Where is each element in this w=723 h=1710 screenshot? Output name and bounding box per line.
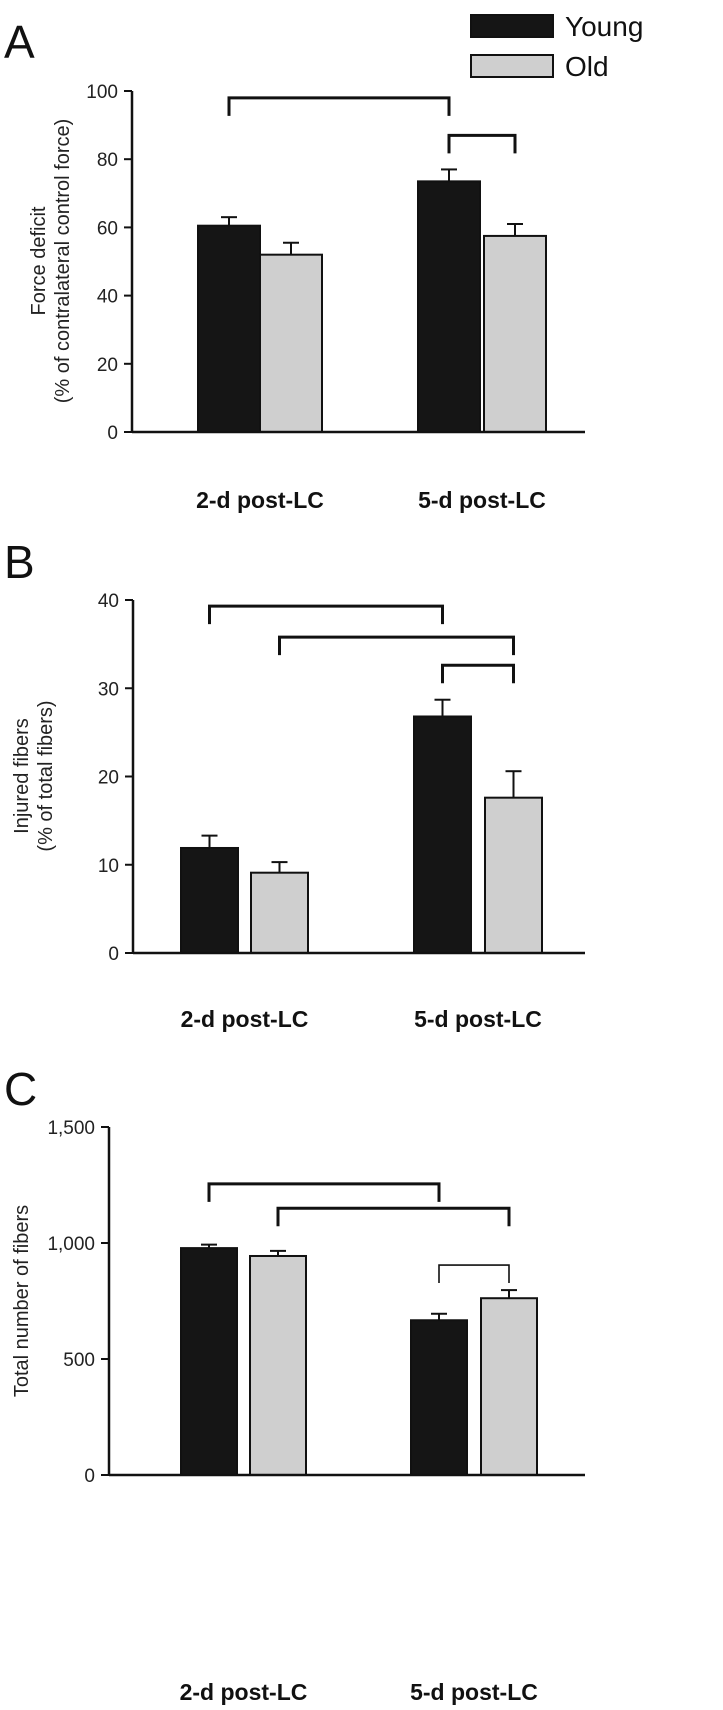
y-tick-label: 60: [97, 218, 118, 239]
legend-label-old: Old: [565, 51, 609, 82]
bar-old-2d: [249, 1254, 307, 1476]
legend-label-young: Young: [565, 11, 643, 42]
panel-b: B Injured fibers (% of total fibers) 0 10…: [4, 536, 585, 1032]
bar-young-2d: [180, 846, 239, 954]
bar-old-5d: [483, 234, 547, 433]
axes-a: [130, 91, 585, 434]
significance-bracket: [208, 604, 444, 625]
significance-bracket: [276, 1206, 511, 1227]
legend-swatch-old: [470, 54, 554, 78]
significance-bracket: [207, 1182, 441, 1202]
category-label-5d: 5-d post-LC: [410, 1679, 538, 1705]
y-axis-label-c: Total number of fibers: [11, 1205, 33, 1397]
bar-old-2d: [250, 871, 309, 955]
y-axis-ticks-a: 0 20 40 60 80 100: [86, 82, 132, 444]
bars-b: [180, 698, 543, 955]
y-axis-label-a: Force deficit (% of contralateral contro…: [28, 119, 74, 404]
panel-c: C Total number of fibers 05001,0001,500 …: [4, 1063, 585, 1705]
significance-bracket: [447, 133, 517, 154]
y-axis-label-line1: Force deficit: [28, 206, 50, 315]
y-axis-label-line2: (% of total fibers): [35, 700, 57, 851]
y-tick-label: 0: [107, 423, 118, 444]
bar-young-5d: [417, 180, 481, 433]
panel-letter-b: B: [4, 536, 35, 588]
y-tick-label: 100: [86, 82, 118, 103]
category-label-5d: 5-d post-LC: [414, 1006, 542, 1032]
bar-old-5d: [480, 1297, 538, 1476]
y-axis-ticks-b: 0 10 20 30 40: [98, 591, 133, 965]
significance-brackets-b: [208, 604, 515, 684]
category-labels-a: 2-d post-LC 5-d post-LC: [196, 487, 546, 513]
bar-old-5d: [484, 796, 543, 954]
panel-a: A Force deficit (% of contralateral cont…: [4, 16, 585, 513]
y-tick-label: 20: [98, 768, 119, 789]
significance-bracket: [441, 663, 515, 684]
bar-young-2d: [197, 224, 261, 433]
bar-young-5d: [413, 715, 472, 954]
bars-c: [180, 1243, 538, 1476]
significance-bracket: [278, 635, 515, 656]
legend-swatch-young: [470, 14, 554, 38]
y-axis-ticks-c: 0 500 1,000 1,500: [47, 1118, 109, 1487]
y-axis-label-line2: (% of contralateral control force): [52, 119, 74, 404]
axes-b: [131, 600, 585, 955]
category-label-2d: 2-d post-LC: [180, 1679, 308, 1705]
category-labels-b: 2-d post-LC 5-d post-LC: [181, 1006, 542, 1032]
y-tick-label: 1,000: [47, 1234, 95, 1255]
category-label-2d: 2-d post-LC: [181, 1006, 309, 1032]
panel-letter-a: A: [4, 16, 35, 68]
y-axis-label-line1: Injured fibers: [11, 718, 33, 834]
y-tick-label: 0: [84, 1466, 95, 1487]
category-label-5d: 5-d post-LC: [418, 487, 546, 513]
significance-brackets-c: [207, 1182, 511, 1284]
category-label-2d: 2-d post-LC: [196, 487, 324, 513]
y-tick-label: 10: [98, 856, 119, 877]
y-tick-label: 40: [98, 591, 119, 612]
bar-old-2d: [259, 253, 323, 433]
y-tick-label: 500: [63, 1350, 95, 1371]
legend: Young Old: [470, 11, 643, 82]
y-tick-label: 40: [97, 287, 118, 308]
y-tick-label: 0: [108, 944, 119, 965]
y-axis-label-b: Injured fibers (% of total fibers): [11, 700, 57, 851]
axes-c: [107, 1127, 585, 1477]
y-tick-label: 20: [97, 355, 118, 376]
bar-young-2d: [180, 1247, 238, 1476]
y-tick-label: 30: [98, 679, 119, 700]
significance-brackets-a: [227, 96, 517, 154]
bar-young-5d: [410, 1319, 468, 1476]
significance-bracket: [227, 96, 451, 116]
panel-letter-c: C: [4, 1063, 37, 1115]
y-axis-label-line1: Total number of fibers: [11, 1205, 33, 1397]
y-tick-label: 80: [97, 150, 118, 171]
significance-bracket: [438, 1264, 510, 1284]
bars-a: [197, 168, 547, 433]
category-labels-c: 2-d post-LC 5-d post-LC: [180, 1679, 538, 1705]
y-tick-label: 1,500: [47, 1118, 95, 1139]
